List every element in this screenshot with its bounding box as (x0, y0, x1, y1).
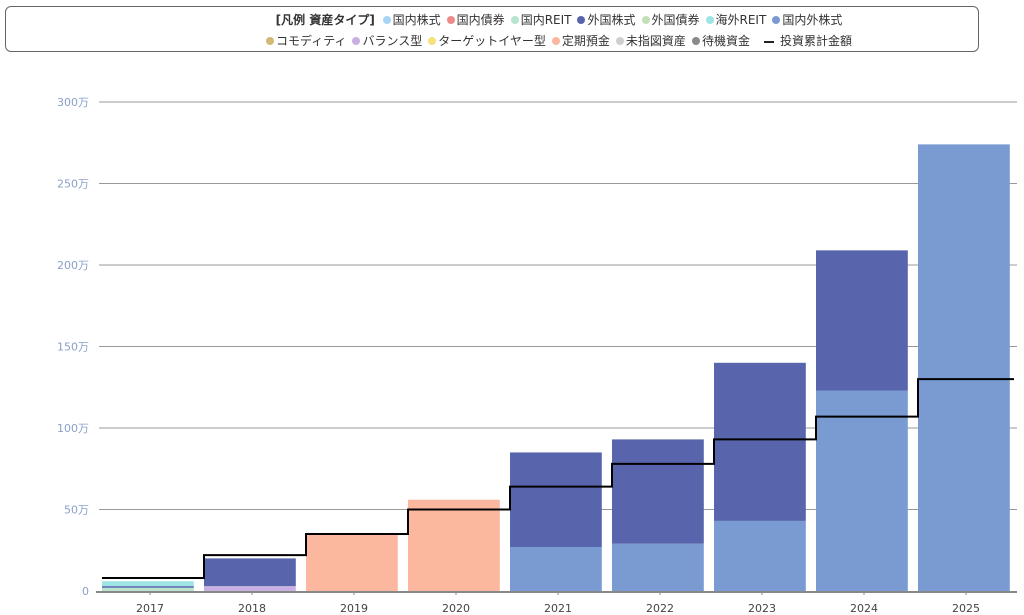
x-tick-label: 2025 (952, 602, 980, 615)
legend-item[interactable]: 待機資金 (691, 32, 750, 49)
legend-row-1: [凡例 資産タイプ] 国内株式 国内債券 国内REIT 外国株式 外国債券 海外REIT 国… (6, 11, 978, 28)
line-marker-icon (763, 40, 774, 43)
bar-segment[interactable] (510, 546, 602, 591)
bar-segment[interactable] (918, 144, 1010, 591)
y-tick-label: 300万 (57, 96, 89, 109)
y-tick-label: 250万 (57, 178, 89, 191)
dot-marker-icon (705, 15, 714, 24)
bar-segment[interactable] (102, 587, 194, 591)
legend-label: 外国債券 (651, 13, 700, 27)
y-tick-label: 100万 (57, 422, 89, 435)
dot-marker-icon (510, 15, 519, 24)
bar-segment[interactable] (204, 586, 296, 591)
bar-segment[interactable] (816, 390, 908, 591)
bar-segment[interactable] (102, 586, 194, 588)
legend-item[interactable]: ターゲットイヤー型 (428, 32, 546, 49)
x-tick-label: 2018 (238, 602, 266, 615)
y-tick-label: 200万 (57, 259, 89, 272)
bars (102, 144, 1010, 591)
legend-label: 国内債券 (456, 13, 505, 27)
dot-marker-icon (641, 15, 650, 24)
legend-item[interactable]: 投資累計金額 (756, 32, 852, 49)
legend-label: バランス型 (362, 34, 423, 48)
dot-marker-icon (352, 36, 361, 45)
bar-segment[interactable] (102, 581, 194, 587)
legend-item[interactable]: 国内債券 (446, 11, 505, 28)
legend-label: 定期預金 (561, 34, 610, 48)
cumulative-investment-line (102, 378, 1014, 579)
bar-segment[interactable] (816, 250, 908, 391)
bar-segment[interactable] (612, 439, 704, 544)
y-tick-label: 50万 (64, 504, 89, 517)
x-tick-label: 2020 (442, 602, 470, 615)
dot-marker-icon (446, 15, 455, 24)
cumulative-line (102, 378, 1014, 579)
legend-item[interactable]: 定期預金 (551, 32, 610, 49)
legend-label: 国内株式 (392, 13, 441, 27)
y-tick-label: 0 (82, 585, 89, 598)
legend-item[interactable]: 国内REIT (510, 11, 572, 28)
x-tick-label: 2023 (748, 602, 776, 615)
legend-label: コモディティ (276, 34, 347, 48)
legend-label: 外国株式 (587, 13, 636, 27)
bar-segment[interactable] (510, 452, 602, 547)
legend-item[interactable]: 海外REIT (705, 11, 767, 28)
y-tick-label: 150万 (57, 341, 89, 354)
legend-box: [凡例 資産タイプ] 国内株式 国内債券 国内REIT 外国株式 外国債券 海外REIT 国… (5, 6, 979, 52)
legend-title: [凡例 資産タイプ] (275, 13, 375, 27)
bar-segment[interactable] (408, 499, 500, 591)
bar-segment[interactable] (714, 520, 806, 591)
dot-marker-icon (691, 36, 700, 45)
dot-marker-icon (266, 36, 275, 45)
dot-marker-icon (428, 36, 437, 45)
x-tick-label: 2022 (646, 602, 674, 615)
legend-item[interactable]: 外国債券 (641, 11, 700, 28)
x-tick-label: 2017 (136, 602, 164, 615)
bar-segment[interactable] (612, 543, 704, 591)
legend-item[interactable]: コモディティ (266, 32, 346, 49)
bar-segment[interactable] (714, 362, 806, 521)
x-tick-label: 2021 (544, 602, 572, 615)
legend-label: ターゲットイヤー型 (438, 34, 546, 48)
legend-item[interactable]: 未指図資産 (615, 32, 686, 49)
x-tick-label: 2024 (850, 602, 878, 615)
legend-label: 国内REIT (520, 13, 572, 27)
dot-marker-icon (382, 15, 391, 24)
legend-label: 未指図資産 (625, 34, 686, 48)
bar-segment[interactable] (306, 533, 398, 591)
legend-label: 待機資金 (701, 34, 750, 48)
legend-item[interactable]: 国内外株式 (772, 11, 842, 28)
dot-marker-icon (577, 15, 586, 24)
dot-marker-icon (615, 36, 624, 45)
legend-label: 投資累計金額 (779, 34, 852, 48)
legend-item[interactable]: バランス型 (352, 32, 422, 49)
legend-item[interactable]: 国内株式 (382, 11, 441, 28)
axes: 0 50万 100万 150万 200万 250万 300万 2017 2018 2019 2020… (57, 96, 1017, 615)
legend-label: 国内外株式 (782, 13, 843, 27)
x-tick-label: 2019 (340, 602, 368, 615)
legend-row-2: コモディティ バランス型 ターゲットイヤー型 定期預金 未指図資産 待機資金 投資累計金額 (6, 32, 978, 49)
legend-item[interactable]: 外国株式 (577, 11, 636, 28)
legend-label: 海外REIT (715, 13, 767, 27)
bar-segment[interactable] (204, 558, 296, 587)
dot-marker-icon (551, 36, 560, 45)
dot-marker-icon (772, 15, 781, 24)
